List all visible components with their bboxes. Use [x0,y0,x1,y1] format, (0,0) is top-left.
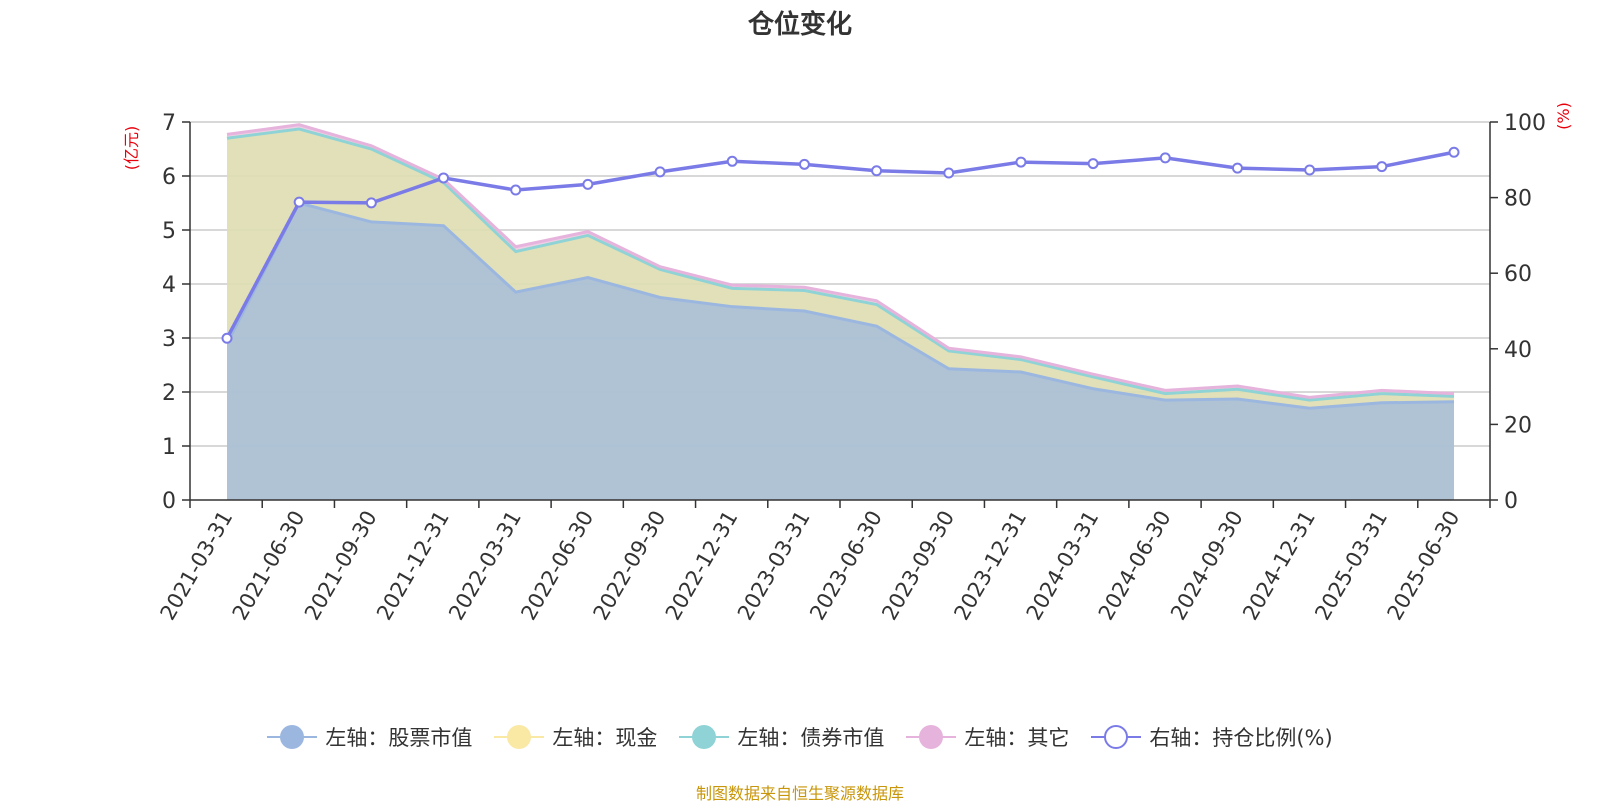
hollow-circle-icon [1091,725,1142,749]
holding-ratio-point [582,178,594,190]
holding-ratio-point [1231,162,1243,174]
legend-label: 左轴：股票市值 [325,726,473,750]
holding-ratio-point [1376,161,1388,173]
holding-ratio-point [221,332,233,344]
holding-ratio-point [798,158,810,170]
holding-ratio-point [1159,152,1171,164]
x-tick-label: 2021-12-31 [372,507,454,625]
holding-ratio-point [1087,158,1099,170]
holding-ratio-point [726,155,738,167]
left-tick-label: 6 [162,165,176,190]
x-tick-label: 2022-09-30 [589,507,671,625]
chart-legend: 左轴：股票市值 左轴：现金 左轴：债券市值 左轴：其它 右轴：持仓比例(%) [0,722,1600,752]
filled-circle-icon [679,725,730,749]
left-axis-unit: (亿元) [122,126,141,171]
area-2-edge [226,127,1455,402]
holding-ratio-line [225,150,1455,340]
legend-item[interactable]: 左轴：其它 [906,722,1069,752]
holding-ratio-point [510,184,522,196]
right-tick-label: 20 [1504,413,1532,438]
left-tick-label: 2 [162,381,176,406]
x-tick-label: 2024-09-30 [1166,507,1248,625]
area-3-edge [226,123,1455,399]
x-tick-label: 2023-12-31 [949,507,1031,625]
left-tick-label: 5 [162,219,176,244]
right-tick-label: 40 [1504,338,1532,363]
filled-circle-icon [906,725,957,749]
left-tick-label: 3 [162,327,176,352]
left-tick-label: 7 [162,111,176,136]
right-tick-label: 80 [1504,187,1532,212]
x-tick-label: 2025-03-31 [1310,507,1392,625]
x-tick-label: 2021-03-31 [156,507,238,625]
holding-ratio-point [943,167,955,179]
holding-ratio-point [1304,164,1316,176]
x-tick-label: 2023-03-31 [733,507,815,625]
left-tick-label: 0 [162,489,176,514]
holding-ratio-point [871,165,883,177]
x-tick-label: 2024-06-30 [1094,507,1176,625]
x-tick-label: 2021-09-30 [300,507,382,625]
chart-title: 仓位变化 [747,10,852,40]
data-source-note: 制图数据来自恒生聚源数据库 [695,784,904,803]
x-tick-label: 2023-09-30 [877,507,959,625]
right-tick-label: 60 [1504,262,1532,287]
filled-circle-icon [267,725,318,749]
legend-item[interactable]: 左轴：债券市值 [679,722,884,752]
right-tick-label: 100 [1504,111,1546,136]
holding-ratio-point [1448,146,1460,158]
x-tick-label: 2025-06-30 [1383,507,1465,625]
legend-label: 左轴：其它 [964,726,1070,750]
x-tick-label: 2022-06-30 [516,507,598,625]
x-tick-label: 2024-12-31 [1238,507,1320,625]
legend-item[interactable]: 右轴：持仓比例(%) [1091,722,1333,752]
legend-item[interactable]: 左轴：股票市值 [267,722,472,752]
legend-label: 右轴：持仓比例(%) [1149,726,1333,750]
holding-ratio-point [1015,156,1027,168]
left-tick-label: 1 [162,435,176,460]
right-axis-unit: (%) [1554,102,1573,130]
filled-circle-icon [494,725,545,749]
holding-ratio-point [654,166,666,178]
area-0-edge [225,201,1455,410]
left-tick-label: 4 [162,273,176,298]
x-tick-label: 2022-12-31 [661,507,743,625]
holding-ratio-point [438,172,450,184]
x-tick-label: 2023-06-30 [805,507,887,625]
right-tick-label: 0 [1504,489,1518,514]
x-tick-label: 2024-03-31 [1022,507,1104,625]
x-tick-label: 2022-03-31 [444,507,526,625]
legend-item[interactable]: 左轴：现金 [494,722,657,752]
legend-label: 左轴：债券市值 [737,726,885,750]
area-0-fill [227,203,1454,500]
legend-label: 左轴：现金 [552,726,658,750]
x-tick-label: 2021-06-30 [228,507,310,625]
holding-ratio-point [293,196,305,208]
holding-ratio-point [365,197,377,209]
